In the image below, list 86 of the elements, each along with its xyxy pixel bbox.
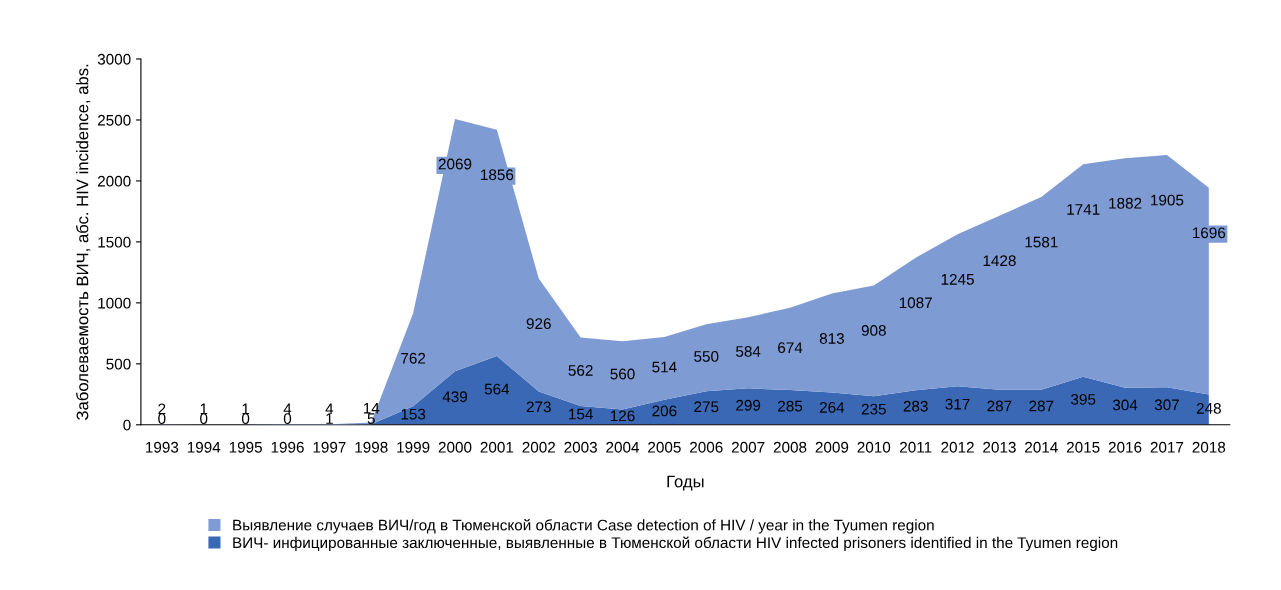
x-tick-label: 2007	[731, 441, 765, 453]
data-label: 317	[945, 398, 970, 410]
x-tick-label: 1997	[313, 441, 346, 453]
data-label: 264	[819, 401, 845, 413]
x-tick-label: 2009	[815, 441, 849, 453]
data-label: 674	[778, 342, 803, 354]
data-label: 4	[325, 403, 334, 414]
data-label: 1428	[983, 255, 1016, 267]
data-label: 1	[326, 413, 333, 424]
x-tick-label: 2008	[773, 441, 807, 453]
x-tick-label: 2002	[522, 441, 555, 453]
x-tick-label: 2006	[690, 441, 723, 453]
y-tick-label: 1000	[98, 297, 131, 309]
y-tick-label: 500	[106, 358, 131, 370]
data-label: 395	[1071, 394, 1096, 405]
y-tick-label: 1500	[98, 236, 131, 248]
y-tick-label: 2000	[97, 175, 131, 187]
x-tick-label: 2005	[648, 441, 681, 453]
data-label: 1581	[1025, 236, 1058, 248]
data-label: 287	[987, 400, 1012, 412]
data-label: 2069	[438, 158, 472, 170]
y-tick-label: 2500	[97, 114, 131, 126]
data-label: 275	[694, 401, 719, 413]
legend-label: ВИЧ- инфицированные заключенные, выявленные в Тюменской области HIV infected prisoners identified in the Tyumen region	[233, 536, 1118, 552]
data-label: 1905	[1151, 194, 1184, 206]
data-label: 304	[1112, 399, 1138, 411]
data-label: 0	[283, 413, 292, 425]
data-label: 235	[861, 403, 886, 415]
x-tick-label: 2004	[606, 441, 640, 453]
data-label: 560	[610, 368, 635, 380]
data-label: 1696	[1192, 227, 1226, 239]
x-tick-label: 1999	[397, 441, 430, 453]
x-tick-label: 2017	[1150, 441, 1184, 453]
x-tick-label: 1996	[271, 441, 304, 453]
data-label: 2	[158, 403, 166, 415]
data-label: 4	[283, 403, 292, 415]
data-label: 1882	[1109, 197, 1142, 209]
legend-label: Выявление случаев ВИЧ/год в Тюменской области Case detection of HIV / year in the Tyumen region	[233, 519, 934, 534]
data-label: 908	[861, 325, 886, 336]
data-label: 299	[736, 399, 761, 411]
data-label: 285	[778, 400, 803, 412]
x-tick-label: 1995	[229, 441, 262, 453]
x-tick-label: 1998	[355, 441, 388, 453]
data-label: 813	[819, 333, 844, 344]
data-label: 1	[200, 403, 208, 415]
data-label: 1856	[481, 169, 514, 181]
data-label: 307	[1154, 399, 1179, 411]
data-label: 550	[694, 351, 719, 362]
x-tick-label: 2016	[1108, 441, 1142, 453]
x-tick-label: 2001	[480, 441, 514, 453]
y-tick-label: 3000	[97, 53, 131, 65]
data-label: 584	[736, 346, 761, 357]
data-label: 439	[442, 391, 468, 403]
data-label: 206	[652, 405, 677, 417]
data-label: 5	[367, 413, 375, 425]
data-label: 273	[526, 401, 551, 413]
x-axis-title: Годы	[667, 475, 704, 491]
x-tick-label: 2013	[983, 441, 1016, 453]
y-tick-label: 0	[123, 419, 131, 431]
data-label: 1087	[899, 297, 932, 309]
data-label: 514	[652, 361, 677, 373]
data-label: 1741	[1067, 204, 1100, 215]
data-label: 153	[401, 408, 426, 420]
data-label: 248	[1196, 402, 1221, 414]
x-tick-label: 2012	[941, 441, 974, 453]
x-tick-label: 1993	[146, 441, 179, 453]
x-tick-label: 2018	[1192, 441, 1226, 453]
x-tick-label: 2000	[438, 441, 472, 453]
data-label: 562	[568, 365, 593, 376]
x-tick-label: 2011	[900, 441, 932, 453]
data-label: 1245	[941, 273, 974, 285]
data-label: 283	[903, 400, 928, 412]
data-label: 126	[610, 410, 635, 422]
x-tick-label: 2014	[1025, 441, 1058, 453]
x-tick-label: 1994	[187, 441, 221, 453]
x-tick-label: 2015	[1066, 441, 1100, 453]
data-label: 287	[1029, 400, 1054, 412]
x-tick-label: 2003	[564, 441, 597, 453]
x-tick-label: 2010	[857, 441, 891, 453]
y-axis-title: Заболеваемость ВИЧ, абс. HIV incidence, abs.	[75, 64, 91, 420]
data-label: 926	[526, 318, 551, 330]
data-label: 762	[401, 352, 426, 364]
data-label: 1	[242, 403, 250, 415]
data-label: 14	[363, 403, 380, 414]
data-label: 154	[569, 408, 593, 420]
data-label: 564	[484, 383, 510, 395]
